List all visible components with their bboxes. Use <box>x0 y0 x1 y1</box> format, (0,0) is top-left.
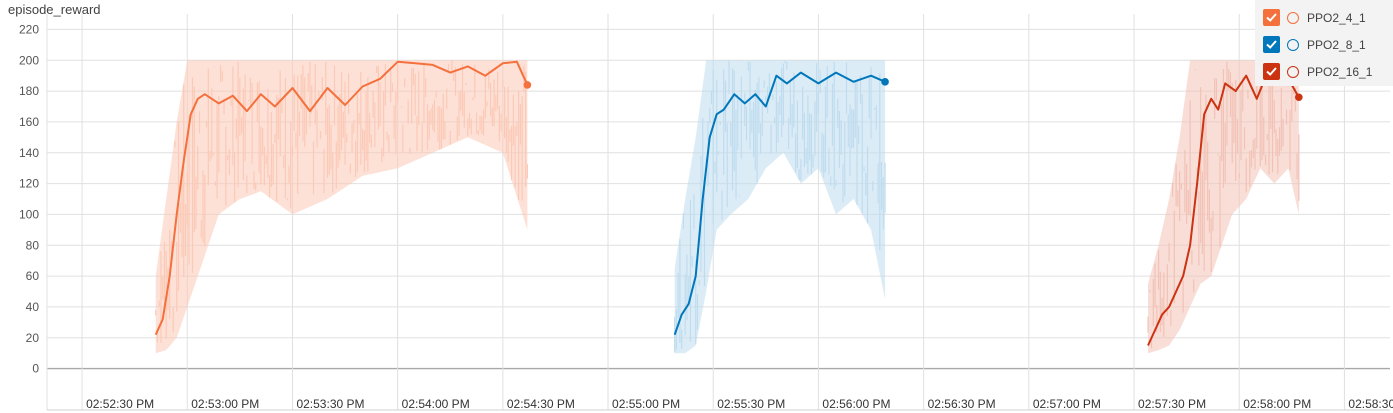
y-tick-label: 180 <box>19 84 39 98</box>
x-tick-label: 02:58:30 PM <box>1348 397 1393 411</box>
x-tick-label: 02:56:00 PM <box>822 397 890 411</box>
legend-label: PPO2_8_1 <box>1307 37 1366 52</box>
y-tick-label: 120 <box>19 177 39 191</box>
series-ring-icon <box>1287 65 1299 78</box>
series-end-marker <box>1295 93 1303 102</box>
legend-item-ppo2-8-1[interactable]: PPO2_8_1 <box>1255 31 1393 58</box>
legend-item-ppo2-16-1[interactable]: PPO2_16_1 <box>1255 58 1393 85</box>
x-tick-label: 02:54:00 PM <box>402 397 470 411</box>
y-tick-label: 100 <box>19 207 39 221</box>
series-line <box>154 60 529 336</box>
legend-label: PPO2_4_1 <box>1307 10 1366 25</box>
series-end-marker <box>881 78 889 86</box>
x-tick-label: 02:52:30 PM <box>86 397 154 411</box>
x-tick-label: 02:54:30 PM <box>507 397 575 411</box>
legend-item-ppo2-4-1[interactable]: PPO2_4_1 <box>1255 4 1393 31</box>
x-tick-label: 02:57:00 PM <box>1033 397 1101 411</box>
y-tick-label: 80 <box>26 238 40 252</box>
y-tick-label: 200 <box>19 53 39 67</box>
series-line <box>673 71 886 336</box>
check-icon <box>1266 67 1277 76</box>
series-raw-band <box>1148 60 1299 354</box>
y-tick-label: 60 <box>26 269 40 283</box>
series-ring-icon <box>1287 11 1299 24</box>
x-tick-label: 02:57:30 PM <box>1138 397 1206 411</box>
check-icon <box>1266 13 1277 22</box>
y-tick-label: 220 <box>19 22 39 36</box>
series-raw-band <box>155 60 528 354</box>
x-tick-label: 02:55:00 PM <box>612 397 680 411</box>
y-tick-label: 0 <box>32 362 39 376</box>
y-tick-label: 160 <box>19 115 39 129</box>
y-tick-label: 40 <box>26 300 40 314</box>
y-tick-label: 20 <box>26 331 40 345</box>
x-tick-label: 02:55:30 PM <box>717 397 785 411</box>
x-tick-label: 02:53:00 PM <box>191 397 259 411</box>
x-tick-label: 02:58:00 PM <box>1243 397 1311 411</box>
chart-title: episode_reward <box>8 2 101 17</box>
series-ring-icon <box>1287 38 1299 51</box>
series-end-marker <box>523 81 532 89</box>
series-checkbox-ppo2-16-1[interactable] <box>1263 63 1280 80</box>
legend-label: PPO2_16_1 <box>1307 64 1373 79</box>
series-checkbox-ppo2-4-1[interactable] <box>1263 9 1280 26</box>
series-checkbox-ppo2-8-1[interactable] <box>1263 36 1280 53</box>
x-tick-label: 02:56:30 PM <box>928 397 996 411</box>
legend: PPO2_4_1 PPO2_8_1 PPO2_16_1 <box>1255 0 1393 86</box>
x-tick-label: 02:53:30 PM <box>296 397 364 411</box>
y-tick-label: 140 <box>19 146 39 160</box>
check-icon <box>1266 40 1277 49</box>
